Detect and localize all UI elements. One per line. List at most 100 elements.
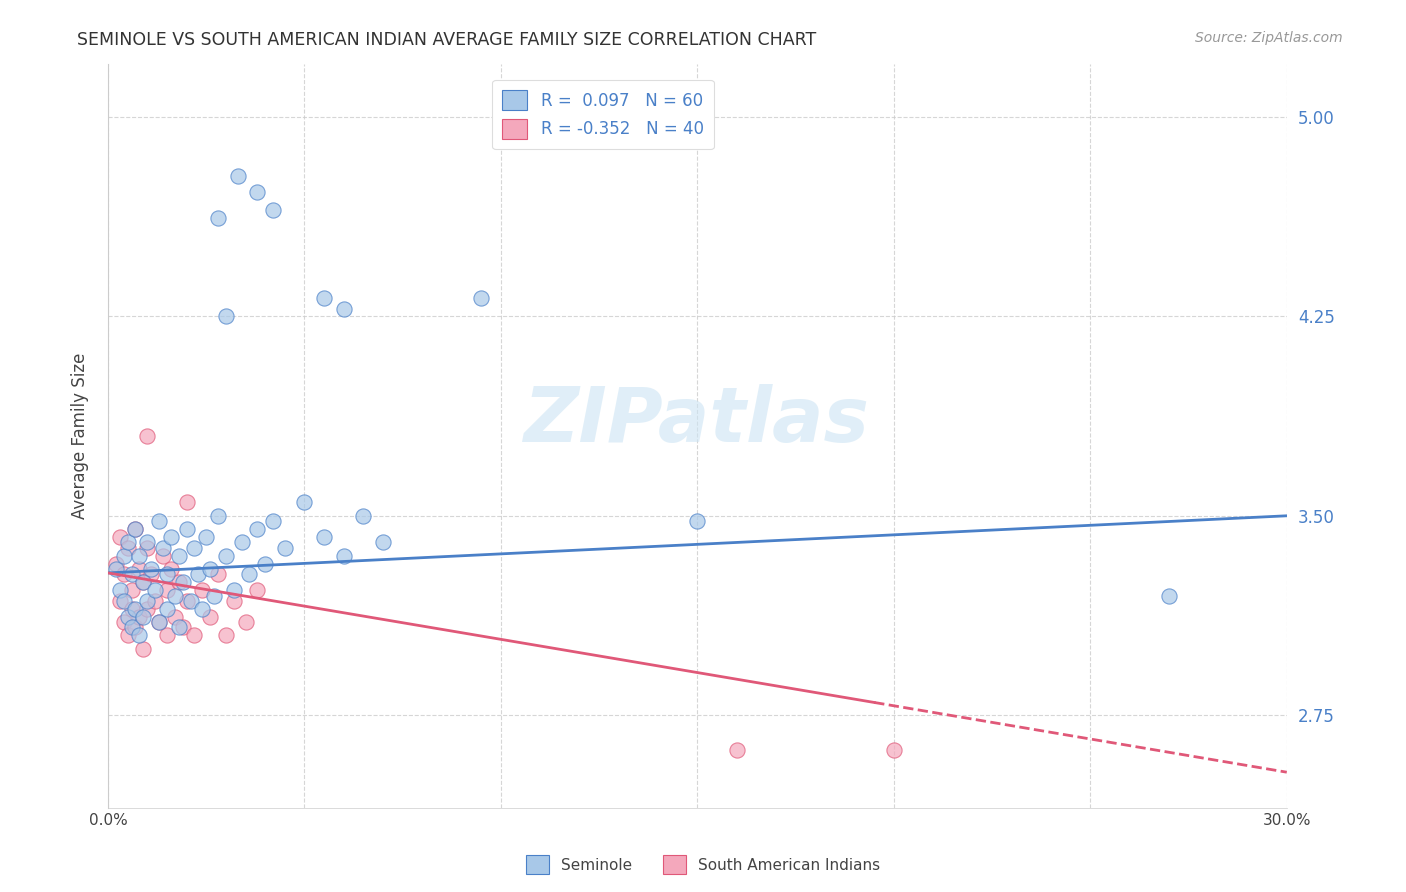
- Point: [176, 495, 198, 509]
- Point: [215, 310, 238, 324]
- Point: [121, 583, 143, 598]
- Text: ZIPatlas: ZIPatlas: [524, 384, 870, 458]
- Point: [132, 575, 155, 590]
- Point: [172, 620, 194, 634]
- Point: [195, 530, 218, 544]
- Point: [104, 562, 127, 576]
- Point: [132, 609, 155, 624]
- Point: [108, 583, 131, 598]
- Point: [136, 594, 159, 608]
- Y-axis label: Average Family Size: Average Family Size: [72, 353, 89, 519]
- Point: [167, 575, 190, 590]
- Point: [179, 594, 201, 608]
- Point: [112, 594, 135, 608]
- Point: [246, 522, 269, 536]
- Point: [725, 742, 748, 756]
- Point: [141, 567, 163, 582]
- Point: [128, 549, 150, 563]
- Point: [148, 615, 170, 629]
- Point: [183, 541, 205, 555]
- Point: [156, 567, 179, 582]
- Point: [128, 628, 150, 642]
- Point: [191, 583, 214, 598]
- Point: [132, 641, 155, 656]
- Point: [207, 567, 229, 582]
- Point: [686, 514, 709, 528]
- Point: [148, 514, 170, 528]
- Point: [314, 291, 336, 305]
- Point: [128, 609, 150, 624]
- Point: [104, 557, 127, 571]
- Point: [207, 211, 229, 226]
- Point: [167, 620, 190, 634]
- Point: [274, 541, 297, 555]
- Point: [112, 567, 135, 582]
- Point: [156, 583, 179, 598]
- Point: [148, 615, 170, 629]
- Point: [352, 508, 374, 523]
- Point: [124, 620, 146, 634]
- Point: [112, 615, 135, 629]
- Point: [108, 530, 131, 544]
- Point: [156, 628, 179, 642]
- Point: [187, 567, 209, 582]
- Point: [117, 541, 139, 555]
- Point: [470, 291, 492, 305]
- Point: [226, 169, 249, 183]
- Point: [160, 562, 183, 576]
- Point: [183, 628, 205, 642]
- Text: SEMINOLE VS SOUTH AMERICAN INDIAN AVERAGE FAMILY SIZE CORRELATION CHART: SEMINOLE VS SOUTH AMERICAN INDIAN AVERAG…: [77, 31, 817, 49]
- Point: [238, 567, 260, 582]
- Point: [124, 522, 146, 536]
- Point: [198, 562, 221, 576]
- Point: [246, 583, 269, 598]
- Point: [143, 594, 166, 608]
- Point: [332, 549, 354, 563]
- Point: [371, 535, 394, 549]
- Point: [202, 589, 225, 603]
- Point: [136, 429, 159, 443]
- Point: [176, 522, 198, 536]
- Point: [207, 508, 229, 523]
- Legend: R =  0.097   N = 60, R = -0.352   N = 40: R = 0.097 N = 60, R = -0.352 N = 40: [492, 79, 714, 149]
- Point: [160, 530, 183, 544]
- Point: [222, 583, 245, 598]
- Legend: Seminole, South American Indians: Seminole, South American Indians: [520, 849, 886, 880]
- Point: [156, 601, 179, 615]
- Point: [246, 185, 269, 199]
- Point: [143, 583, 166, 598]
- Point: [112, 549, 135, 563]
- Point: [136, 541, 159, 555]
- Point: [136, 535, 159, 549]
- Point: [108, 594, 131, 608]
- Point: [172, 575, 194, 590]
- Point: [117, 609, 139, 624]
- Point: [314, 530, 336, 544]
- Point: [163, 609, 186, 624]
- Point: [124, 601, 146, 615]
- Point: [176, 594, 198, 608]
- Point: [1157, 589, 1180, 603]
- Point: [294, 495, 316, 509]
- Point: [152, 549, 174, 563]
- Point: [141, 562, 163, 576]
- Point: [215, 549, 238, 563]
- Point: [132, 575, 155, 590]
- Point: [262, 514, 284, 528]
- Point: [222, 594, 245, 608]
- Point: [332, 301, 354, 316]
- Point: [254, 557, 277, 571]
- Point: [124, 522, 146, 536]
- Point: [191, 601, 214, 615]
- Text: Source: ZipAtlas.com: Source: ZipAtlas.com: [1195, 31, 1343, 45]
- Point: [231, 535, 253, 549]
- Point: [117, 535, 139, 549]
- Point: [262, 203, 284, 218]
- Point: [121, 567, 143, 582]
- Point: [117, 628, 139, 642]
- Point: [235, 615, 257, 629]
- Point: [136, 601, 159, 615]
- Point: [128, 562, 150, 576]
- Point: [883, 742, 905, 756]
- Point: [163, 589, 186, 603]
